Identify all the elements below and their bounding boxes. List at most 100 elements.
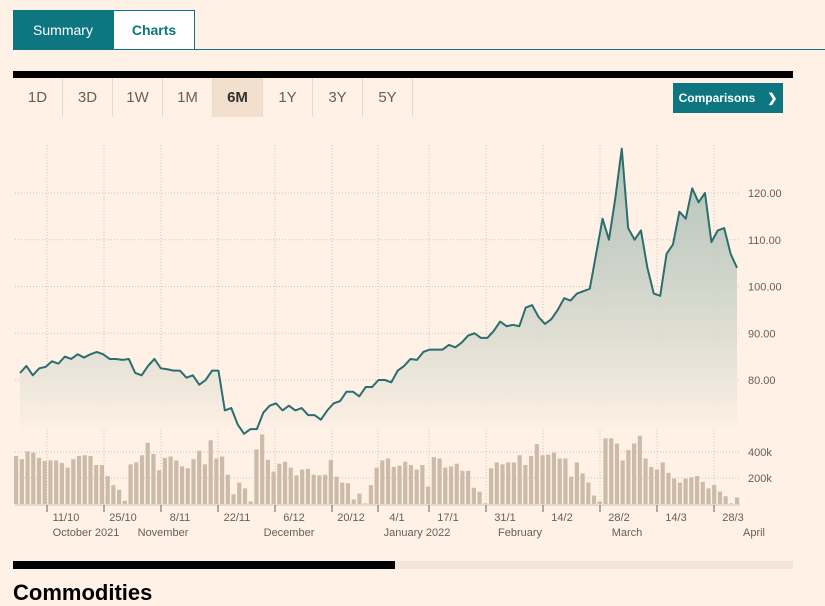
- price-area: [20, 148, 737, 434]
- volume-bar: [626, 450, 631, 504]
- volume-bar: [300, 469, 305, 504]
- month-label: April: [743, 527, 765, 539]
- volume-bar: [282, 461, 288, 504]
- volume-bar: [700, 481, 705, 504]
- volume-bar: [597, 501, 602, 504]
- range-button-1w[interactable]: 1W: [113, 78, 163, 117]
- volume-bar: [134, 462, 139, 504]
- volume-bar: [483, 503, 488, 504]
- volume-bar: [76, 455, 82, 504]
- volume-bar: [271, 471, 276, 504]
- volume-bar: [42, 461, 47, 504]
- x-tick-label: 17/1: [437, 512, 458, 524]
- scroll-progress-bar[interactable]: [13, 561, 793, 569]
- volume-bar: [71, 459, 76, 504]
- volume-bar: [397, 465, 402, 504]
- volume-bar: [174, 460, 179, 504]
- volume-bar: [151, 453, 156, 504]
- volume-bar: [328, 459, 333, 504]
- range-button-6m[interactable]: 6M: [213, 78, 263, 117]
- volume-bar: [706, 488, 711, 504]
- volume-bar: [277, 463, 282, 504]
- volume-bar: [603, 438, 608, 504]
- volume-bar: [683, 478, 688, 504]
- volume-bar: [323, 474, 328, 504]
- volume-bar: [534, 444, 539, 504]
- x-tick-label: 25/10: [109, 512, 137, 524]
- volume-bar: [254, 449, 259, 504]
- tab-summary[interactable]: Summary: [13, 10, 113, 50]
- x-tick-label: 20/12: [337, 512, 365, 524]
- x-tick-label: 4/1: [389, 512, 404, 524]
- x-tick-label: 6/12: [283, 512, 304, 524]
- volume-bar: [500, 464, 505, 504]
- volume-bar: [689, 477, 694, 504]
- volume-bar: [122, 500, 127, 504]
- volume-bar: [185, 468, 190, 504]
- volume-bar: [19, 459, 24, 504]
- volume-bar: [660, 462, 665, 504]
- volume-bar: [105, 476, 110, 504]
- volume-bar: [591, 495, 597, 504]
- volume-bar: [408, 465, 414, 504]
- volume-bar: [237, 482, 242, 504]
- volume-bar: [305, 468, 311, 504]
- volume-bar: [586, 482, 591, 504]
- volume-bar: [59, 463, 64, 504]
- comparisons-label: Comparisons: [678, 91, 756, 105]
- section-title: Commodities: [13, 580, 153, 605]
- range-button-1d[interactable]: 1D: [13, 78, 63, 117]
- volume-bar: [94, 465, 99, 504]
- volume-bar: [14, 455, 19, 504]
- volume-bar: [265, 459, 270, 504]
- chevron-right-icon: ❯: [767, 91, 778, 105]
- volume-bar: [31, 452, 36, 504]
- y-tick-label: 110.00: [748, 235, 781, 247]
- y-tick-label: 120.00: [748, 188, 782, 200]
- y-tick-label: 100.00: [748, 282, 782, 294]
- volume-bar: [191, 459, 196, 504]
- range-button-3d[interactable]: 3D: [63, 78, 113, 117]
- volume-bar: [517, 455, 522, 504]
- volume-bar: [311, 474, 316, 504]
- volume-bar: [65, 467, 70, 504]
- volume-bar: [614, 443, 620, 504]
- month-label: November: [138, 527, 189, 539]
- volume-bar: [546, 454, 551, 504]
- volume-bar: [643, 458, 648, 504]
- range-button-5y[interactable]: 5Y: [363, 78, 413, 117]
- volume-bar: [712, 485, 717, 504]
- volume-bar: [208, 440, 213, 504]
- volume-bar: [506, 462, 511, 504]
- volume-bar: [162, 457, 167, 504]
- volume-bar: [426, 486, 431, 504]
- comparisons-button[interactable]: Comparisons ❯: [673, 83, 783, 113]
- volume-bar: [431, 457, 436, 504]
- volume-bar: [54, 460, 59, 504]
- volume-bar: [179, 466, 185, 504]
- volume-bar: [231, 494, 236, 504]
- volume-bar: [214, 458, 219, 504]
- volume-bar: [88, 455, 93, 504]
- volume-bar: [717, 491, 723, 504]
- volume-bar: [403, 461, 408, 504]
- volume-bar: [580, 473, 585, 504]
- range-button-3y[interactable]: 3Y: [313, 78, 363, 117]
- volume-bar: [694, 476, 700, 504]
- volume-bar: [523, 465, 528, 504]
- volume-bar: [511, 462, 517, 504]
- month-label: December: [264, 527, 315, 539]
- y-tick-label: 90.00: [748, 328, 776, 340]
- volume-tick-label: 200k: [748, 473, 772, 485]
- range-button-1m[interactable]: 1M: [163, 78, 213, 117]
- volume-bar: [574, 462, 579, 504]
- volume-bar: [117, 489, 122, 504]
- x-tick-label: 8/11: [170, 512, 191, 524]
- month-label: October 2021: [53, 527, 120, 539]
- volume-bar: [494, 462, 499, 504]
- volume-bar: [385, 458, 391, 504]
- volume-bar: [529, 455, 534, 504]
- volume-bar: [36, 457, 42, 504]
- x-tick-label: 22/11: [224, 512, 251, 524]
- range-button-1y[interactable]: 1Y: [263, 78, 313, 117]
